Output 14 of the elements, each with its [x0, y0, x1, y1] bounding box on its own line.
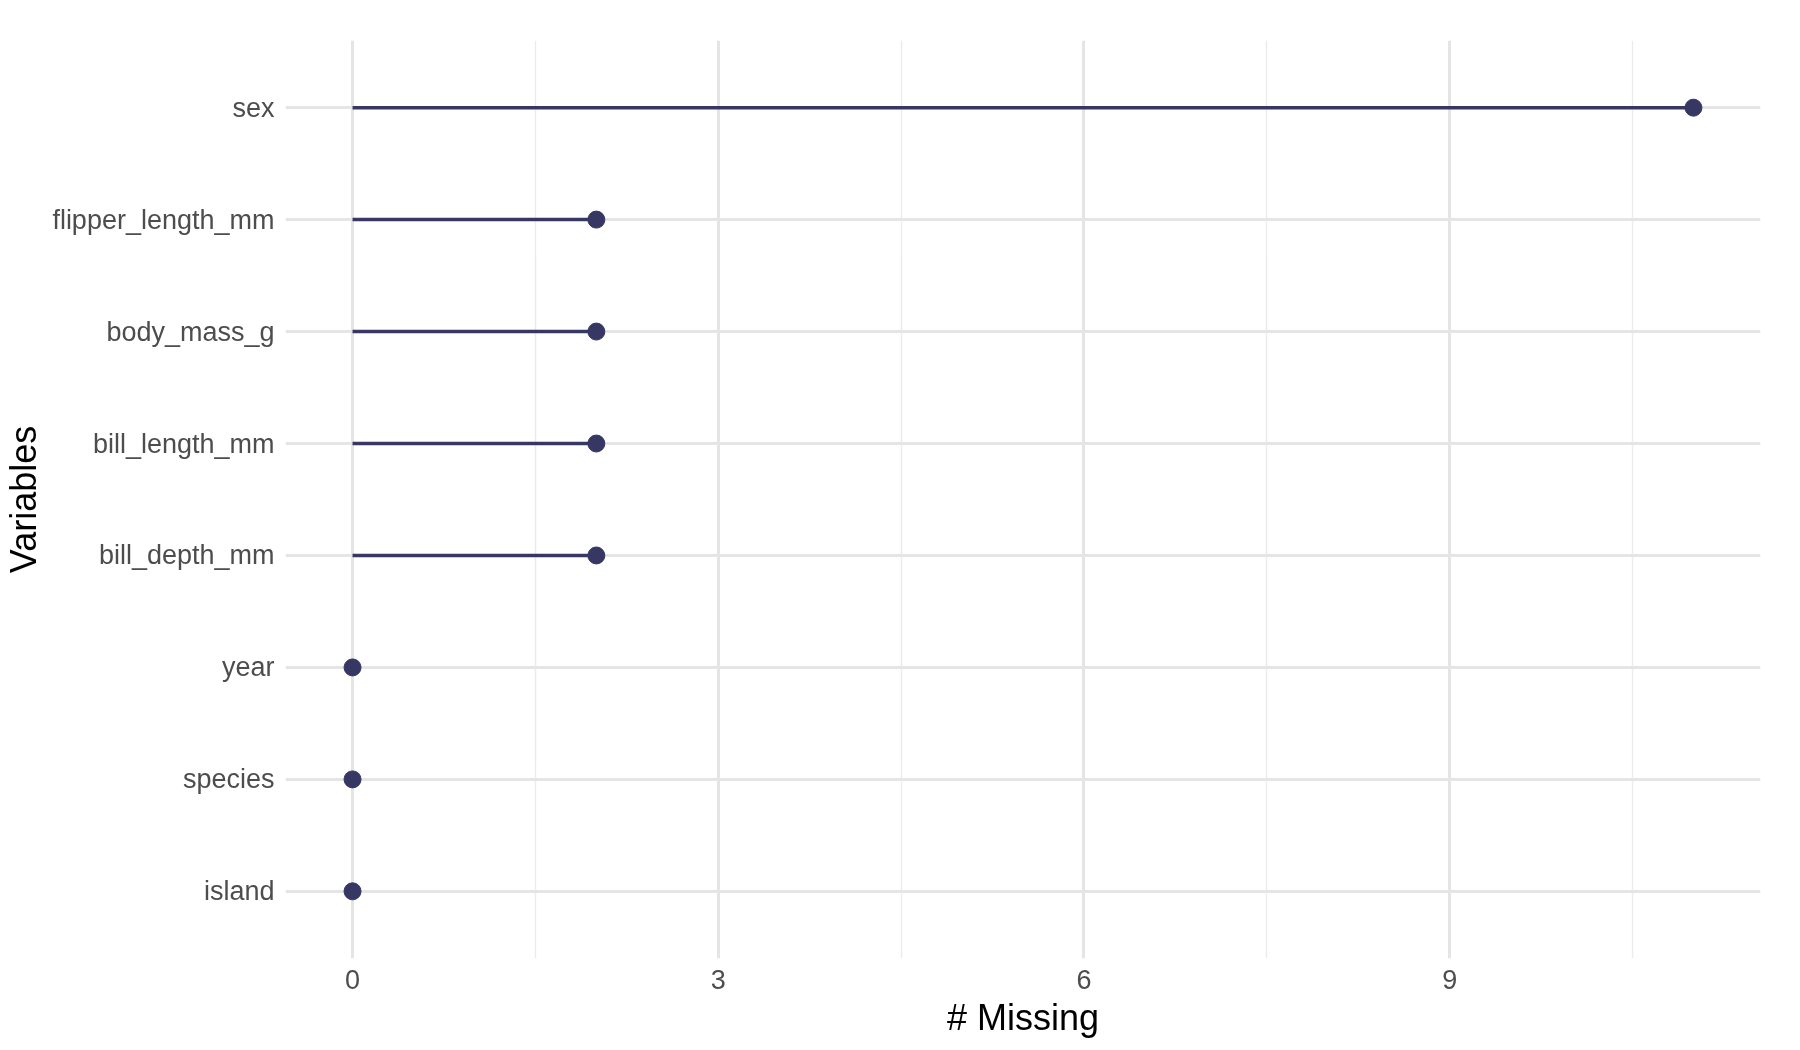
y-tick-label: body_mass_g [106, 316, 275, 347]
x-axis-title: # Missing [946, 996, 1100, 1038]
y-tick-label: flipper_length_mm [52, 204, 275, 235]
y-axis-title: Variables [3, 425, 45, 574]
x-tick-label: 3 [710, 964, 726, 995]
y-tick-label: island [203, 876, 275, 907]
x-tick-label: 0 [345, 964, 361, 995]
y-tick-label: year [221, 652, 275, 683]
x-tick-label: 6 [1076, 964, 1092, 995]
y-tick-label: bill_length_mm [92, 428, 275, 459]
x-tick-label: 9 [1442, 964, 1458, 995]
y-tick-label: bill_depth_mm [98, 540, 275, 571]
y-tick-label: sex [232, 92, 275, 123]
y-tick-label: species [182, 764, 275, 795]
